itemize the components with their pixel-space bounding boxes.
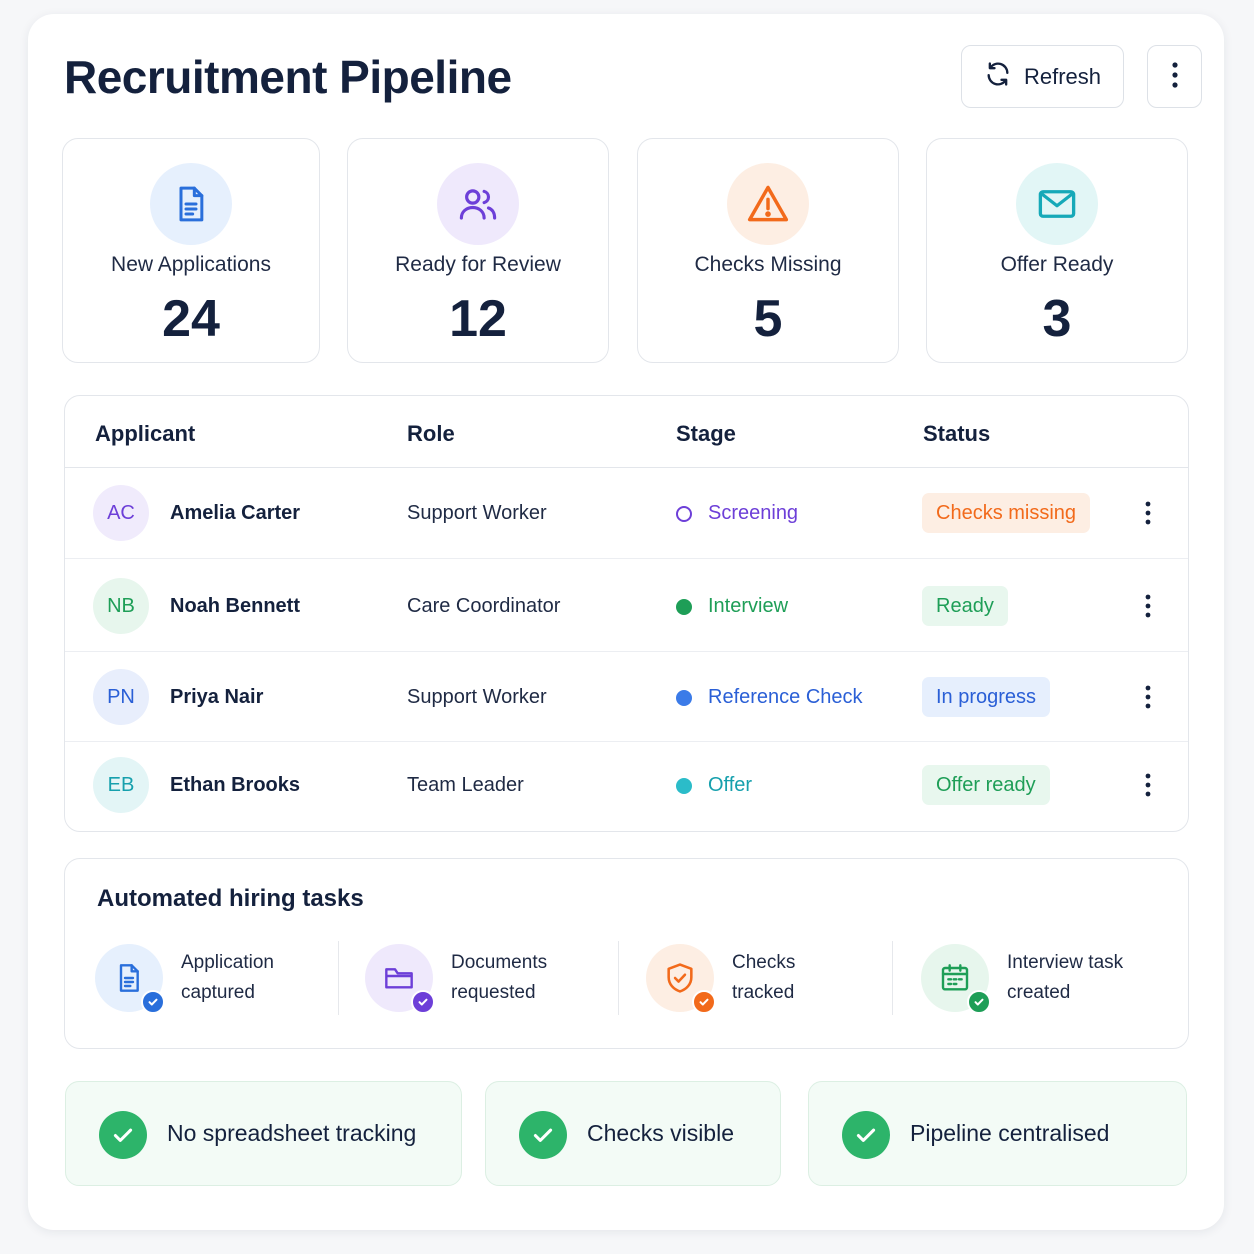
- status-badge: In progress: [922, 677, 1051, 717]
- divider: [338, 941, 339, 1015]
- stat-label: New Applications: [111, 253, 271, 276]
- avatar: EB: [93, 757, 149, 813]
- users-icon: [437, 163, 519, 245]
- warning-icon: [727, 163, 809, 245]
- stage-dot-icon: [676, 778, 692, 794]
- refresh-icon: [984, 60, 1012, 94]
- table-header: Applicant Role Stage Status: [65, 396, 1188, 468]
- divider: [618, 941, 619, 1015]
- applicant-name: Ethan Brooks: [170, 774, 301, 796]
- stage-dot-icon: [676, 690, 692, 706]
- task-label: captured: [181, 982, 255, 1003]
- row-menu-button[interactable]: [1135, 493, 1161, 533]
- stat-value: 12: [449, 290, 507, 348]
- stat-value: 5: [753, 290, 783, 348]
- refresh-button[interactable]: Refresh: [961, 45, 1124, 108]
- stat-label: Ready for Review: [395, 253, 561, 276]
- stat-value: 3: [1042, 290, 1072, 348]
- section-title: Automated hiring tasks: [97, 885, 364, 912]
- applicant-name: Noah Bennett: [170, 595, 300, 617]
- document-icon: [150, 163, 232, 245]
- check-badge-icon: [692, 990, 716, 1014]
- stage-label: Interview: [708, 595, 789, 617]
- benefit-no-spreadsheet: No spreadsheet tracking: [65, 1081, 462, 1186]
- benefit-pipeline-centralised: Pipeline centralised: [808, 1081, 1187, 1186]
- check-icon: [519, 1111, 567, 1159]
- applicant-role: Team Leader: [407, 774, 524, 796]
- stat-label: Checks Missing: [694, 253, 842, 276]
- stat-card-checks-missing[interactable]: Checks Missing 5: [637, 138, 899, 363]
- vertical-dots-icon: [1171, 61, 1179, 92]
- applicant-name: Priya Nair: [170, 686, 264, 708]
- refresh-label: Refresh: [1023, 63, 1102, 89]
- page-title: Recruitment Pipeline: [64, 51, 512, 103]
- stage-dot-icon: [676, 506, 692, 522]
- check-badge-icon: [141, 990, 165, 1014]
- applicants-table: Applicant Role Stage Status AC Amelia Ca…: [64, 395, 1189, 832]
- status-badge: Ready: [922, 586, 1008, 626]
- task-label: Checks: [732, 952, 796, 973]
- task-checks-tracked[interactable]: Checks tracked: [646, 944, 866, 1016]
- stage-dot-icon: [676, 599, 692, 615]
- stage-label: Screening: [708, 502, 799, 524]
- stat-value: 24: [162, 290, 220, 348]
- task-label: Application: [181, 952, 274, 973]
- task-interview-created[interactable]: Interview task created: [921, 944, 1161, 1016]
- stat-card-offer-ready[interactable]: Offer Ready 3: [926, 138, 1188, 363]
- stat-label: Offer Ready: [1000, 253, 1114, 276]
- status-badge: Offer ready: [922, 765, 1050, 805]
- avatar: NB: [93, 578, 149, 634]
- stage-label: Offer: [708, 774, 753, 796]
- task-label: created: [1007, 982, 1071, 1003]
- benefit-label: No spreadsheet tracking: [167, 1120, 417, 1146]
- mail-icon: [1016, 163, 1098, 245]
- status-badge: Checks missing: [922, 493, 1091, 533]
- table-row[interactable]: NB Noah Bennett Care Coordinator Intervi…: [65, 559, 1188, 652]
- task-documents-requested[interactable]: Documents requested: [365, 944, 585, 1016]
- row-menu-button[interactable]: [1135, 677, 1161, 717]
- column-header-status[interactable]: Status: [923, 421, 991, 446]
- column-header-stage[interactable]: Stage: [676, 421, 736, 446]
- check-badge-icon: [411, 990, 435, 1014]
- task-label: Documents: [451, 952, 548, 973]
- check-icon: [99, 1111, 147, 1159]
- document-icon: [95, 944, 163, 1012]
- divider: [892, 941, 893, 1015]
- row-menu-button[interactable]: [1135, 765, 1161, 805]
- table-row[interactable]: AC Amelia Carter Support Worker Screenin…: [65, 468, 1188, 559]
- task-application-captured[interactable]: Application captured: [95, 944, 315, 1016]
- avatar: PN: [93, 669, 149, 725]
- benefit-label: Pipeline centralised: [910, 1120, 1110, 1146]
- applicant-role: Support Worker: [407, 686, 547, 708]
- applicant-role: Care Coordinator: [407, 595, 561, 617]
- task-label: tracked: [732, 982, 795, 1003]
- task-label: Interview task: [1007, 952, 1124, 973]
- stat-card-ready-for-review[interactable]: Ready for Review 12: [347, 138, 609, 363]
- applicant-name: Amelia Carter: [170, 502, 301, 524]
- table-row[interactable]: PN Priya Nair Support Worker Reference C…: [65, 652, 1188, 742]
- benefit-checks-visible: Checks visible: [485, 1081, 781, 1186]
- check-badge-icon: [967, 990, 991, 1014]
- more-options-button[interactable]: [1147, 45, 1202, 108]
- table-row[interactable]: EB Ethan Brooks Team Leader Offer Offer …: [65, 742, 1188, 831]
- avatar: AC: [93, 485, 149, 541]
- stat-card-new-applications[interactable]: New Applications 24: [62, 138, 320, 363]
- column-header-role[interactable]: Role: [407, 421, 455, 446]
- automated-tasks-card: Automated hiring tasks Application captu…: [64, 858, 1189, 1049]
- task-label: requested: [451, 982, 536, 1003]
- applicant-role: Support Worker: [407, 502, 547, 524]
- benefit-label: Checks visible: [587, 1120, 734, 1146]
- column-header-applicant[interactable]: Applicant: [95, 421, 196, 446]
- check-icon: [842, 1111, 890, 1159]
- stage-label: Reference Check: [708, 686, 863, 708]
- row-menu-button[interactable]: [1135, 586, 1161, 626]
